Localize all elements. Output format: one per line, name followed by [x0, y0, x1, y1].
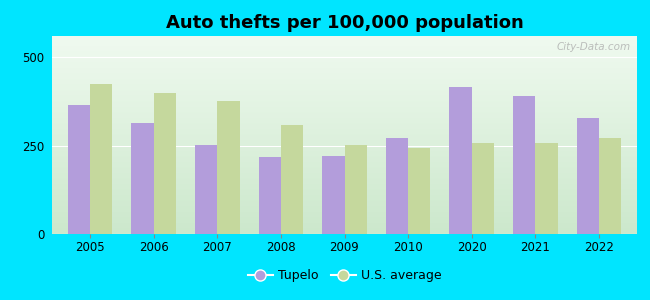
- Bar: [577, 118, 599, 234]
- Text: City-Data.com: City-Data.com: [557, 42, 631, 52]
- Bar: [344, 145, 367, 234]
- Bar: [195, 145, 217, 234]
- Bar: [449, 87, 472, 234]
- Bar: [322, 155, 344, 234]
- Bar: [472, 143, 494, 234]
- Bar: [386, 138, 408, 234]
- Bar: [131, 123, 154, 234]
- Bar: [154, 93, 176, 234]
- Bar: [513, 96, 535, 234]
- Bar: [90, 84, 112, 234]
- Bar: [68, 105, 90, 234]
- Bar: [281, 125, 303, 234]
- Legend: Tupelo, U.S. average: Tupelo, U.S. average: [242, 264, 447, 287]
- Bar: [599, 138, 621, 234]
- Bar: [217, 101, 240, 234]
- Title: Auto thefts per 100,000 population: Auto thefts per 100,000 population: [166, 14, 523, 32]
- Bar: [535, 143, 558, 234]
- Bar: [259, 157, 281, 234]
- Bar: [408, 148, 430, 234]
